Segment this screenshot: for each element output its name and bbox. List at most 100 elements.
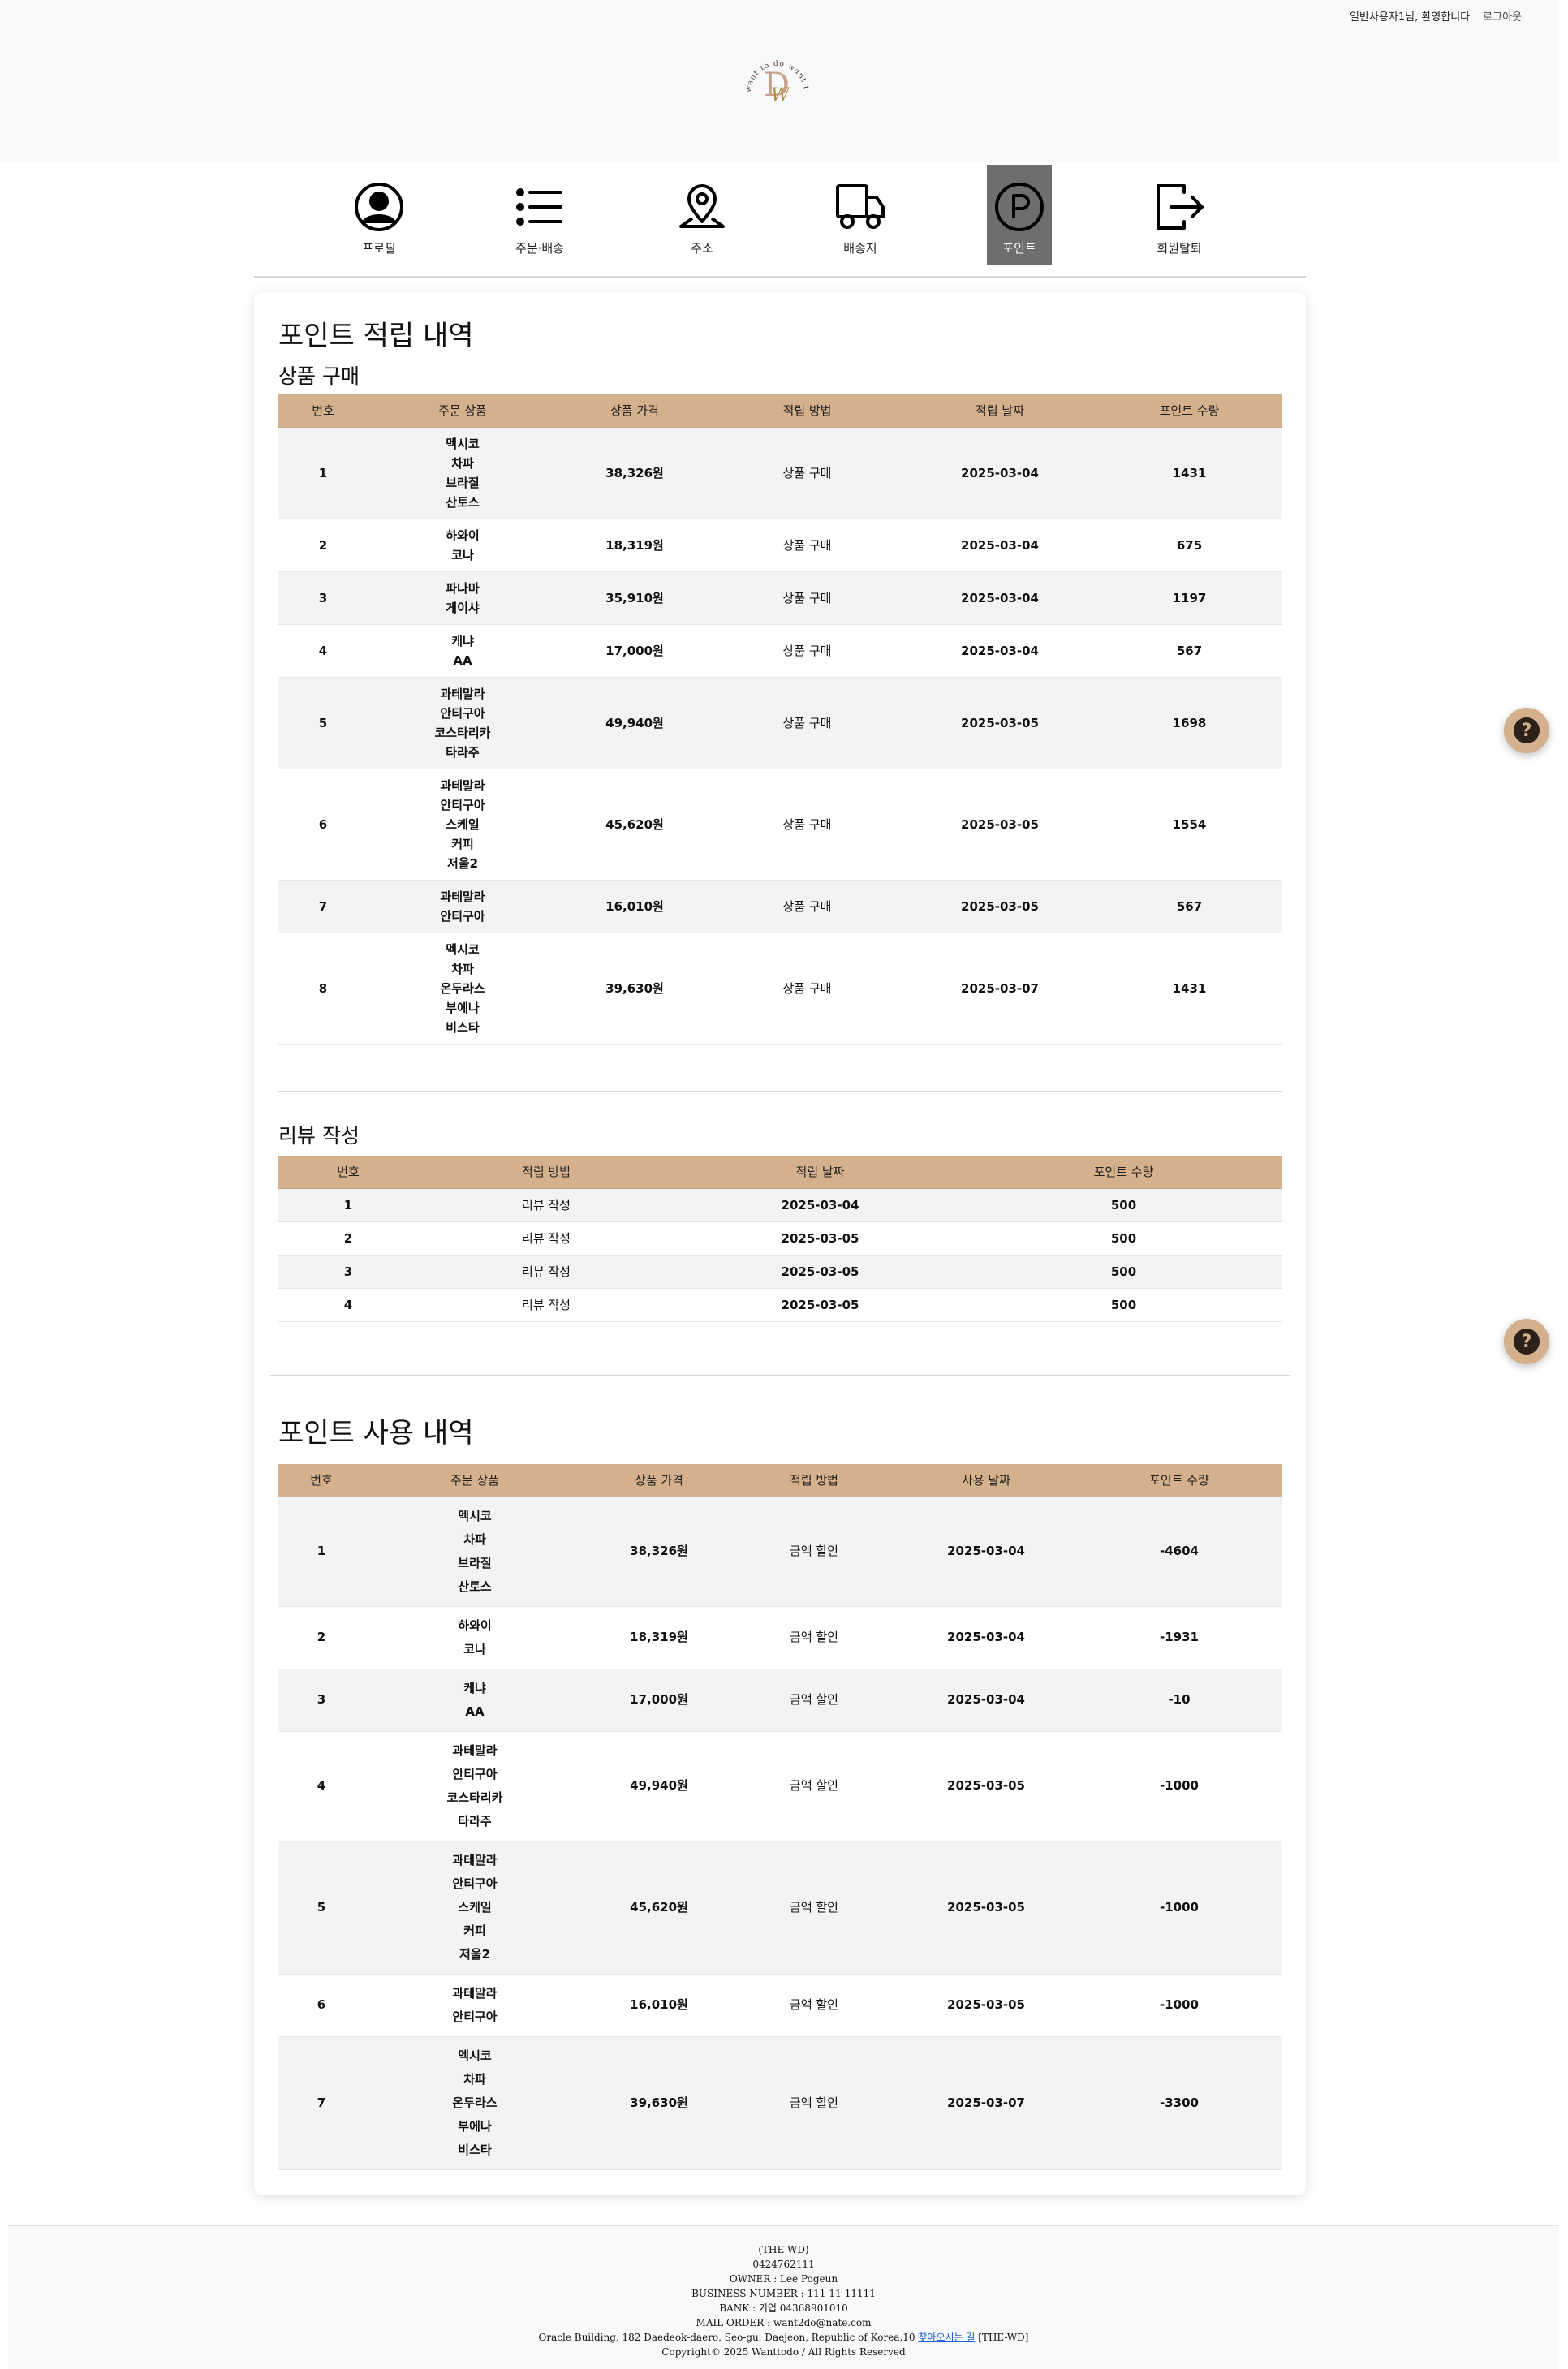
method-cell: 금액 할인 (733, 1606, 895, 1669)
price-cell: 35,910원 (558, 571, 712, 625)
method-cell: 상품 구매 (712, 880, 902, 933)
row-number-cell: 6 (278, 769, 368, 881)
product-name-line: 코스타리카 (446, 1790, 503, 1805)
help-button[interactable]: ? (1504, 708, 1549, 753)
price-cell: 17,000원 (585, 1669, 733, 1732)
price-cell: 39,630원 (558, 933, 712, 1045)
date-cell: 2025-03-05 (674, 1255, 966, 1289)
table-row: 1 리뷰 작성 2025-03-04 500 (278, 1188, 1282, 1222)
use-title: 포인트 사용 내역 (278, 1417, 474, 1449)
column-header: 적립 날짜 (674, 1156, 966, 1189)
nav-label: 배송지 (843, 241, 877, 256)
product-name-line: 과테말라 (452, 1742, 498, 1758)
date-cell: 2025-03-05 (895, 1974, 1077, 2037)
product-name-line: 안티구아 (440, 908, 485, 924)
product-name-line: 온두라스 (440, 980, 485, 996)
table-row: 4 리뷰 작성 2025-03-05 500 (278, 1288, 1282, 1322)
product-name-line: 코나 (463, 1641, 486, 1656)
table-row: 7 멕시코 차파 온두라스 부에나 비스타 39,630원 금액 할인 2025-03-07 -3… (278, 2036, 1282, 2170)
column-header: 주문 상품 (364, 1464, 585, 1497)
site-logo[interactable]: want to do want to do D W (733, 44, 822, 115)
table-row: 7 과테말라 안티구아 16,010원 상품 구매 2025-03-05 567 (278, 880, 1282, 933)
row-number-cell: 4 (278, 1288, 418, 1322)
method-cell: 금액 할인 (733, 1841, 895, 1975)
product-name-line: 브라질 (458, 1555, 492, 1570)
column-header: 번호 (278, 1464, 364, 1497)
map-link[interactable]: 찾아오시는 길 (918, 2332, 976, 2343)
logout-link[interactable]: 로그아웃 (1483, 11, 1522, 24)
product-name-line: 온두라스 (452, 2095, 498, 2110)
column-header: 포인트 수량 (1077, 1464, 1282, 1497)
product-name-line: 멕시코 (458, 1508, 492, 1523)
row-number-cell: 1 (278, 427, 368, 519)
product-name-line: 차파 (463, 1531, 486, 1547)
row-number-cell: 3 (278, 1669, 364, 1732)
product-name-line: 과테말라 (440, 686, 485, 701)
price-cell: 16,010원 (585, 1974, 733, 2037)
date-cell: 2025-03-05 (674, 1288, 966, 1322)
price-cell: 49,940원 (585, 1731, 733, 1841)
section-divider (278, 1091, 1282, 1092)
nav-shipping[interactable]: 배송지 (828, 165, 893, 265)
product-name-line: 부에나 (446, 1000, 480, 1015)
product-name-line: 코스타리카 (434, 725, 491, 740)
nav-address[interactable]: 주소 (670, 165, 734, 265)
nav-label: 프로필 (362, 241, 396, 256)
price-cell: 18,319원 (558, 519, 712, 572)
product-name-line: 차파 (451, 961, 474, 976)
product-name-line: 과테말라 (440, 777, 485, 793)
product-name-cell: 케냐 AA (364, 1669, 585, 1732)
nav-profile[interactable]: 프로필 (347, 165, 411, 265)
points-cell: 500 (966, 1288, 1282, 1322)
method-cell: 상품 구매 (712, 769, 902, 881)
svg-text:W: W (771, 85, 791, 106)
product-name-line: 저울2 (446, 855, 479, 871)
method-cell: 리뷰 작성 (418, 1221, 674, 1256)
method-cell: 상품 구매 (712, 571, 902, 625)
truck-icon (836, 184, 885, 229)
top-header: 일반사용자1님, 환영합니다 로그아웃 want to do want to d… (0, 0, 1559, 162)
table-row: 5 과테말라 안티구아 스케일 커피 저울2 45,620원 금액 할인 2025-03-05-… (278, 1841, 1282, 1975)
product-name-cell: 멕시코 차파 브라질 산토스 (364, 1497, 585, 1607)
date-cell: 2025-03-04 (902, 571, 1097, 625)
nav-points[interactable]: 포인트 (987, 165, 1052, 265)
row-number-cell: 7 (278, 2036, 364, 2170)
nav-divider (254, 276, 1306, 278)
method-cell: 금액 할인 (733, 2036, 895, 2170)
method-cell: 상품 구매 (712, 624, 902, 678)
product-name-line: 안티구아 (440, 797, 485, 812)
person-circle-icon (355, 183, 403, 231)
table-row: 5 과테말라 안티구아 코스타리카 타라주 49,940원 상품 구매 2025-03-05 1… (278, 677, 1282, 769)
date-cell: 2025-03-05 (674, 1221, 966, 1256)
footer-company: (THE WD) (758, 2244, 809, 2255)
product-name-line: 타라주 (446, 744, 480, 760)
product-name-line: 안티구아 (452, 1876, 498, 1891)
question-icon: ? (1514, 717, 1540, 743)
svg-text:D: D (764, 67, 790, 104)
table-row: 1 멕시코 차파 브라질 산토스 38,326원 금액 할인 2025-03-04 -4604 (278, 1497, 1282, 1607)
price-cell: 39,630원 (585, 2036, 733, 2170)
date-cell: 2025-03-04 (895, 1669, 1077, 1732)
point-circle-icon (995, 183, 1044, 231)
points-cell: 500 (966, 1188, 1282, 1222)
table-row: 6 과테말라 안티구아 16,010원 금액 할인 2025-03-05 -1000 (278, 1974, 1282, 2037)
product-name-line: 브라질 (446, 475, 480, 490)
column-header: 번호 (278, 394, 368, 428)
row-number-cell: 7 (278, 880, 368, 933)
product-name-cell: 과테말라 안티구아 스케일 커피 저울2 (368, 769, 558, 881)
nav-label: 주소 (691, 241, 713, 256)
nav-withdraw[interactable]: 회원탈퇴 (1147, 165, 1212, 265)
product-name-line: 파나마 (446, 580, 480, 596)
nav-label: 회원탈퇴 (1157, 241, 1202, 256)
points-cell: 1431 (1097, 933, 1282, 1045)
row-number-cell: 6 (278, 1974, 364, 2037)
footer-business-number: BUSINESS NUMBER : 111-11-11111 (691, 2288, 876, 2299)
product-name-line: 과테말라 (440, 889, 485, 904)
footer-address: Oracle Building, 182 Daedeok-daero, Seo-… (538, 2332, 915, 2343)
nav-orders[interactable]: 주문·배송 (507, 165, 572, 265)
column-header: 주문 상품 (368, 394, 558, 428)
points-cell: 1554 (1097, 769, 1282, 881)
help-button[interactable]: ? (1504, 1319, 1549, 1364)
product-name-line: 멕시코 (458, 2048, 492, 2063)
column-header: 상품 가격 (585, 1464, 733, 1497)
